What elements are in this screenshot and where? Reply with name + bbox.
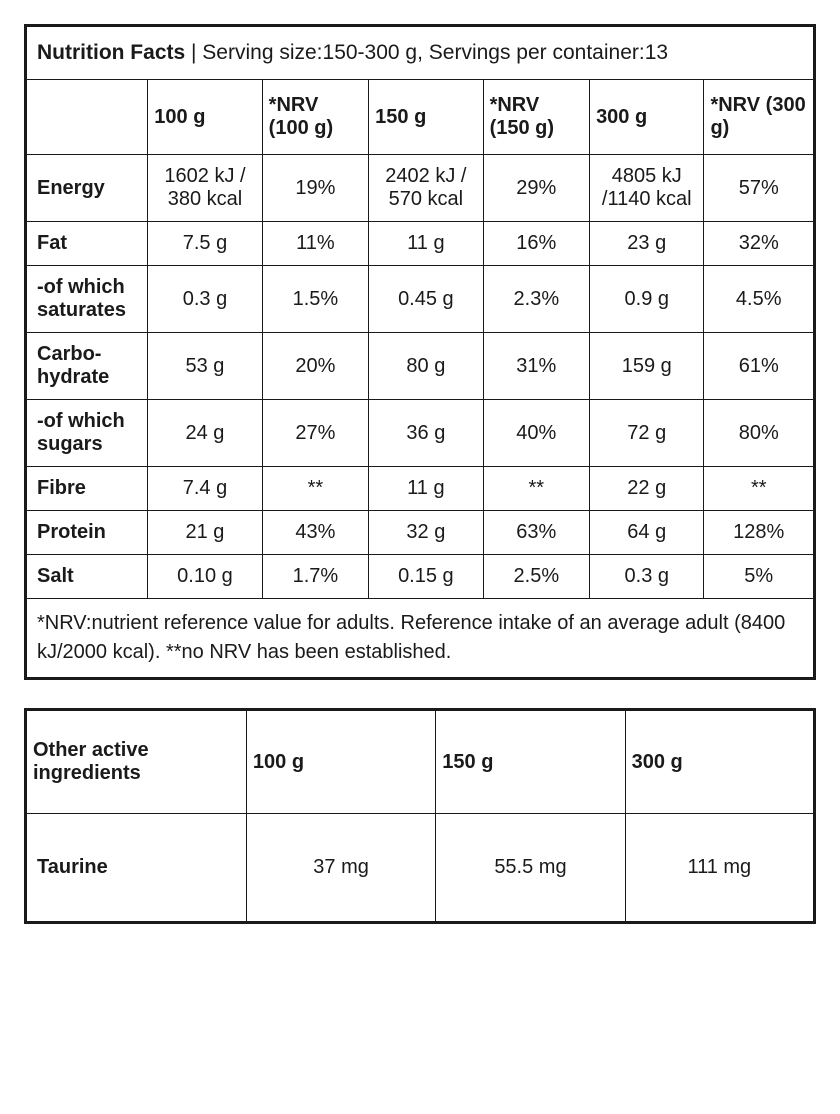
row-value: 128% [704, 511, 815, 555]
row-value: 32% [704, 222, 815, 266]
row-value: 5% [704, 555, 815, 599]
row-value: 7.5 g [148, 222, 262, 266]
row-value: 27% [262, 400, 369, 467]
header-cell: 300 g [590, 80, 704, 155]
row-value: 0.45 g [369, 266, 483, 333]
row-label: Energy [26, 155, 148, 222]
row-value: ** [483, 467, 590, 511]
row-value: 4.5% [704, 266, 815, 333]
row-value: 53 g [148, 333, 262, 400]
row-value: 24 g [148, 400, 262, 467]
table-row: Energy 1602 kJ / 380 kcal 19% 2402 kJ / … [26, 155, 815, 222]
table-title: Nutrition Facts | Serving size:150-300 g… [26, 26, 815, 80]
row-value: 0.15 g [369, 555, 483, 599]
row-value: 0.9 g [590, 266, 704, 333]
row-value: 32 g [369, 511, 483, 555]
row-value: 0.10 g [148, 555, 262, 599]
table-row: Fibre 7.4 g ** 11 g ** 22 g ** [26, 467, 815, 511]
table-row: -of which sugars 24 g 27% 36 g 40% 72 g … [26, 400, 815, 467]
row-value: 111 mg [625, 814, 814, 923]
row-label: Carbo­hydrate [26, 333, 148, 400]
title-rest: | Serving size:150-300 g, Servings per c… [185, 41, 668, 64]
row-label: Taurine [26, 814, 247, 923]
row-value: 55.5 mg [436, 814, 625, 923]
footnote-text: *NRV:nutrient reference value for adults… [26, 599, 815, 679]
row-value: 7.4 g [148, 467, 262, 511]
table-row: Taurine 37 mg 55.5 mg 111 mg [26, 814, 815, 923]
row-value: 4805 kJ /1140 kcal [590, 155, 704, 222]
header-cell: *NRV (150 g) [483, 80, 590, 155]
row-value: 64 g [590, 511, 704, 555]
row-value: 80 g [369, 333, 483, 400]
table-row: -of which saturates 0.3 g 1.5% 0.45 g 2.… [26, 266, 815, 333]
table-title-row: Nutrition Facts | Serving size:150-300 g… [26, 26, 815, 80]
row-label: Fat [26, 222, 148, 266]
row-value: 20% [262, 333, 369, 400]
header-cell: 150 g [436, 710, 625, 814]
row-value: ** [704, 467, 815, 511]
footnote-row: *NRV:nutrient reference value for adults… [26, 599, 815, 679]
row-value: 36 g [369, 400, 483, 467]
header-cell: 150 g [369, 80, 483, 155]
row-value: 1602 kJ / 380 kcal [148, 155, 262, 222]
table-header-row: Other active ingredients 100 g 150 g 300… [26, 710, 815, 814]
header-cell [26, 80, 148, 155]
row-value: 0.3 g [148, 266, 262, 333]
table-row: Carbo­hydrate 53 g 20% 80 g 31% 159 g 61… [26, 333, 815, 400]
row-value: 2.3% [483, 266, 590, 333]
row-value: 2402 kJ / 570 kcal [369, 155, 483, 222]
row-value: 11 g [369, 467, 483, 511]
row-value: 37 mg [246, 814, 435, 923]
header-cell: Other active ingredients [26, 710, 247, 814]
table-header-row: 100 g *NRV (100 g) 150 g *NRV (150 g) 30… [26, 80, 815, 155]
table-row: Fat 7.5 g 11% 11 g 16% 23 g 32% [26, 222, 815, 266]
row-value: 63% [483, 511, 590, 555]
row-value: 21 g [148, 511, 262, 555]
row-label: Fibre [26, 467, 148, 511]
header-cell: 100 g [148, 80, 262, 155]
header-cell: *NRV (100 g) [262, 80, 369, 155]
header-cell: 300 g [625, 710, 814, 814]
row-value: 19% [262, 155, 369, 222]
row-value: 1.7% [262, 555, 369, 599]
row-value: 40% [483, 400, 590, 467]
row-value: 16% [483, 222, 590, 266]
row-value: 80% [704, 400, 815, 467]
row-value: 31% [483, 333, 590, 400]
row-value: 2.5% [483, 555, 590, 599]
table-row: Protein 21 g 43% 32 g 63% 64 g 128% [26, 511, 815, 555]
row-value: 159 g [590, 333, 704, 400]
row-value: 1.5% [262, 266, 369, 333]
row-label: -of which sugars [26, 400, 148, 467]
nutrition-facts-page: Nutrition Facts | Serving size:150-300 g… [0, 0, 840, 948]
table-row: Salt 0.10 g 1.7% 0.15 g 2.5% 0.3 g 5% [26, 555, 815, 599]
row-value: 23 g [590, 222, 704, 266]
row-label: -of which saturates [26, 266, 148, 333]
nutrition-facts-table: Nutrition Facts | Serving size:150-300 g… [24, 24, 816, 680]
header-cell: *NRV (300 g) [704, 80, 815, 155]
row-value: 0.3 g [590, 555, 704, 599]
row-value: 11% [262, 222, 369, 266]
title-bold: Nutrition Facts [37, 41, 185, 64]
row-value: 72 g [590, 400, 704, 467]
row-value: 29% [483, 155, 590, 222]
row-value: 61% [704, 333, 815, 400]
row-label: Protein [26, 511, 148, 555]
row-value: 11 g [369, 222, 483, 266]
row-value: 43% [262, 511, 369, 555]
other-ingredients-table: Other active ingredients 100 g 150 g 300… [24, 708, 816, 924]
row-value: 57% [704, 155, 815, 222]
header-cell: 100 g [246, 710, 435, 814]
row-value: ** [262, 467, 369, 511]
row-value: 22 g [590, 467, 704, 511]
row-label: Salt [26, 555, 148, 599]
